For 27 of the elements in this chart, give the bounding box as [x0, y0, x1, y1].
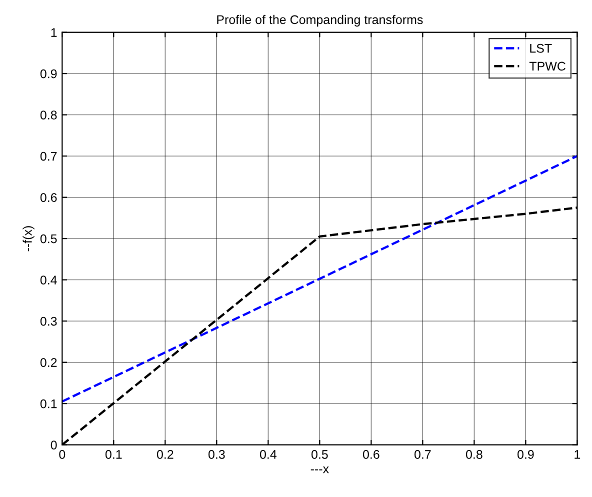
legend-label: LST: [530, 44, 552, 53]
y-tick-label: 0.1: [40, 399, 57, 408]
chart-title: Profile of the Companding transforms: [217, 14, 423, 27]
y-tick-label: 0.8: [40, 110, 57, 120]
y-tick-label: 0.3: [40, 316, 57, 326]
y-tick-label: 0.5: [40, 234, 57, 244]
y-tick-label: 0.4: [40, 276, 57, 284]
x-tick-label: 0.6: [362, 450, 380, 459]
legend-label: TPWC: [529, 62, 566, 71]
y-tick-label: 0.6: [40, 193, 57, 202]
y-tick-label: 1: [51, 28, 57, 37]
y-tick-label: 0.7: [40, 152, 57, 161]
x-tick-label: 0.8: [466, 450, 482, 459]
x-axis-title: ---x: [310, 466, 329, 474]
x-tick-label: 1: [574, 450, 580, 459]
y-tick-label: 0.2: [40, 358, 57, 367]
x-tick-label: 0.4: [260, 450, 276, 459]
y-axis-title: --f(x): [22, 226, 34, 252]
x-tick-label: 0: [59, 450, 66, 459]
y-tick-label: 0.9: [40, 69, 57, 78]
x-tick-label: 0.5: [311, 450, 328, 459]
x-tick-label: 0.2: [156, 450, 174, 459]
x-tick-label: 0.1: [105, 450, 122, 459]
x-tick-label: 0.9: [517, 450, 534, 459]
y-tick-label: 0: [50, 440, 57, 450]
x-tick-label: 0.7: [414, 450, 431, 459]
x-tick-label: 0.3: [208, 450, 225, 459]
